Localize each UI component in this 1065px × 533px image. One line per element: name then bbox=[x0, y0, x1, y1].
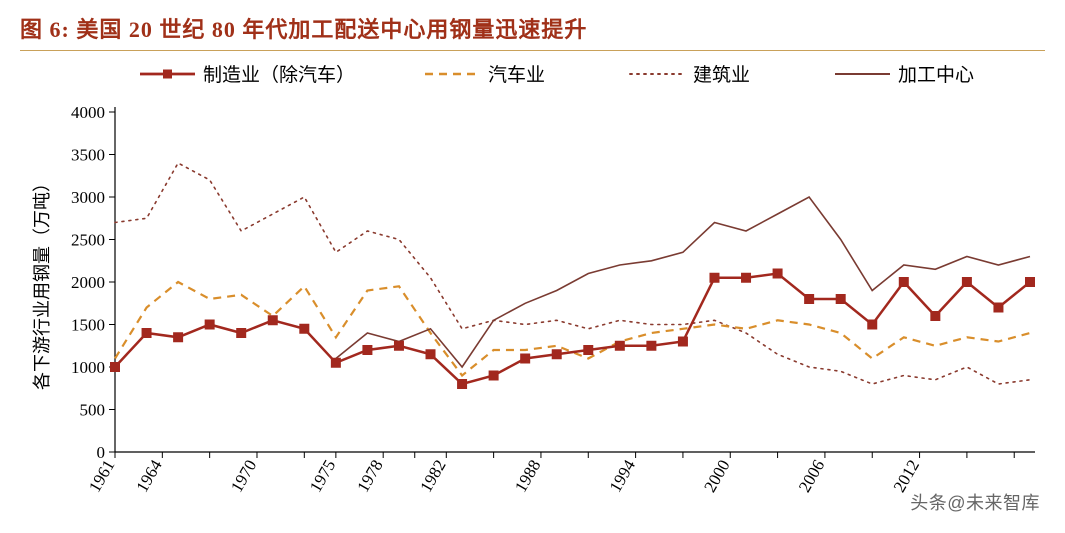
svg-text:2000: 2000 bbox=[71, 273, 105, 292]
chart-svg: 0500100015002000250030003500400019611964… bbox=[20, 52, 1045, 522]
svg-text:1500: 1500 bbox=[71, 316, 105, 335]
svg-text:2500: 2500 bbox=[71, 231, 105, 250]
svg-text:1975: 1975 bbox=[306, 457, 339, 496]
svg-text:1970: 1970 bbox=[227, 457, 260, 496]
legend-label-construction: 建筑业 bbox=[693, 64, 750, 86]
svg-text:1978: 1978 bbox=[353, 457, 386, 496]
svg-text:2006: 2006 bbox=[795, 457, 828, 496]
svg-text:3000: 3000 bbox=[71, 188, 105, 207]
title-bar: 图 6: 美国 20 世纪 80 年代加工配送中心用钢量迅速提升 bbox=[20, 12, 1045, 51]
series-manufacturing bbox=[115, 274, 1030, 385]
figure-container: 图 6: 美国 20 世纪 80 年代加工配送中心用钢量迅速提升 0500100… bbox=[0, 0, 1065, 533]
legend-label-manufacturing: 制造业（除汽车） bbox=[203, 64, 355, 86]
svg-text:2000: 2000 bbox=[700, 457, 733, 496]
svg-text:4000: 4000 bbox=[71, 103, 105, 122]
chart-title: 图 6: 美国 20 世纪 80 年代加工配送中心用钢量迅速提升 bbox=[20, 17, 587, 42]
y-axis-label: 各下游行业用钢量（万吨） bbox=[32, 174, 52, 390]
legend: 制造业（除汽车） 汽车业 建筑业 加工中心 bbox=[140, 64, 974, 86]
svg-text:1964: 1964 bbox=[132, 456, 166, 495]
watermark-text: 头条@未来智库 bbox=[910, 489, 1040, 515]
legend-label-processing: 加工中心 bbox=[898, 64, 974, 86]
svg-text:1000: 1000 bbox=[71, 358, 105, 377]
svg-text:1982: 1982 bbox=[416, 457, 449, 496]
svg-text:3500: 3500 bbox=[71, 146, 105, 165]
svg-text:1988: 1988 bbox=[511, 457, 544, 496]
svg-text:1994: 1994 bbox=[606, 456, 640, 495]
legend-label-auto: 汽车业 bbox=[488, 64, 545, 86]
svg-text:1961: 1961 bbox=[85, 457, 118, 496]
chart-area: 0500100015002000250030003500400019611964… bbox=[20, 52, 1045, 523]
svg-text:500: 500 bbox=[80, 401, 106, 420]
